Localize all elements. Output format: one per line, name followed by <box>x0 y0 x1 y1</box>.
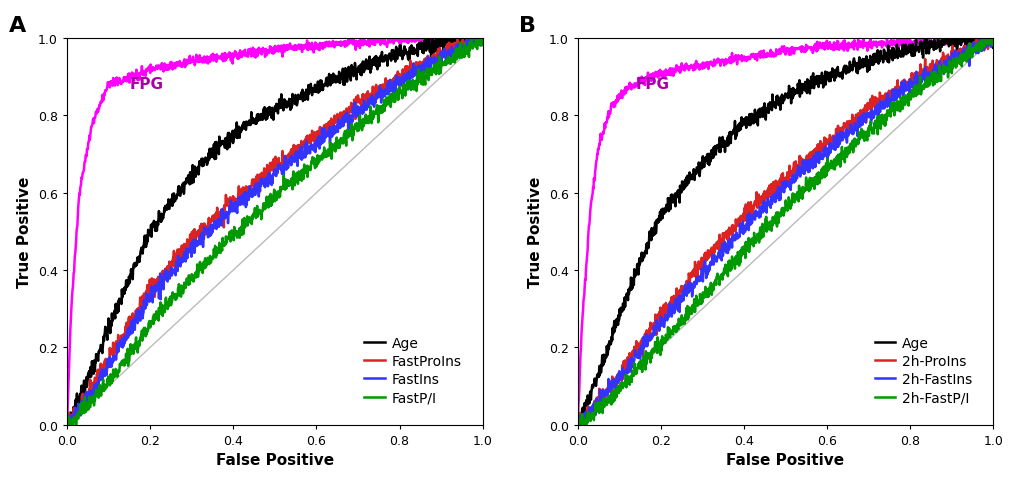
Text: A: A <box>9 16 26 36</box>
Text: FPG: FPG <box>129 77 163 92</box>
X-axis label: False Positive: False Positive <box>216 453 333 468</box>
Y-axis label: True Positive: True Positive <box>17 176 33 287</box>
Y-axis label: True Positive: True Positive <box>528 176 542 287</box>
Text: B: B <box>519 16 536 36</box>
X-axis label: False Positive: False Positive <box>726 453 844 468</box>
Text: FPG: FPG <box>635 77 669 92</box>
Legend: Age, 2h-ProIns, 2h-FastIns, 2h-FastP/I: Age, 2h-ProIns, 2h-FastIns, 2h-FastP/I <box>868 331 977 410</box>
Legend: Age, FastProIns, FastIns, FastP/I: Age, FastProIns, FastIns, FastP/I <box>359 331 467 410</box>
